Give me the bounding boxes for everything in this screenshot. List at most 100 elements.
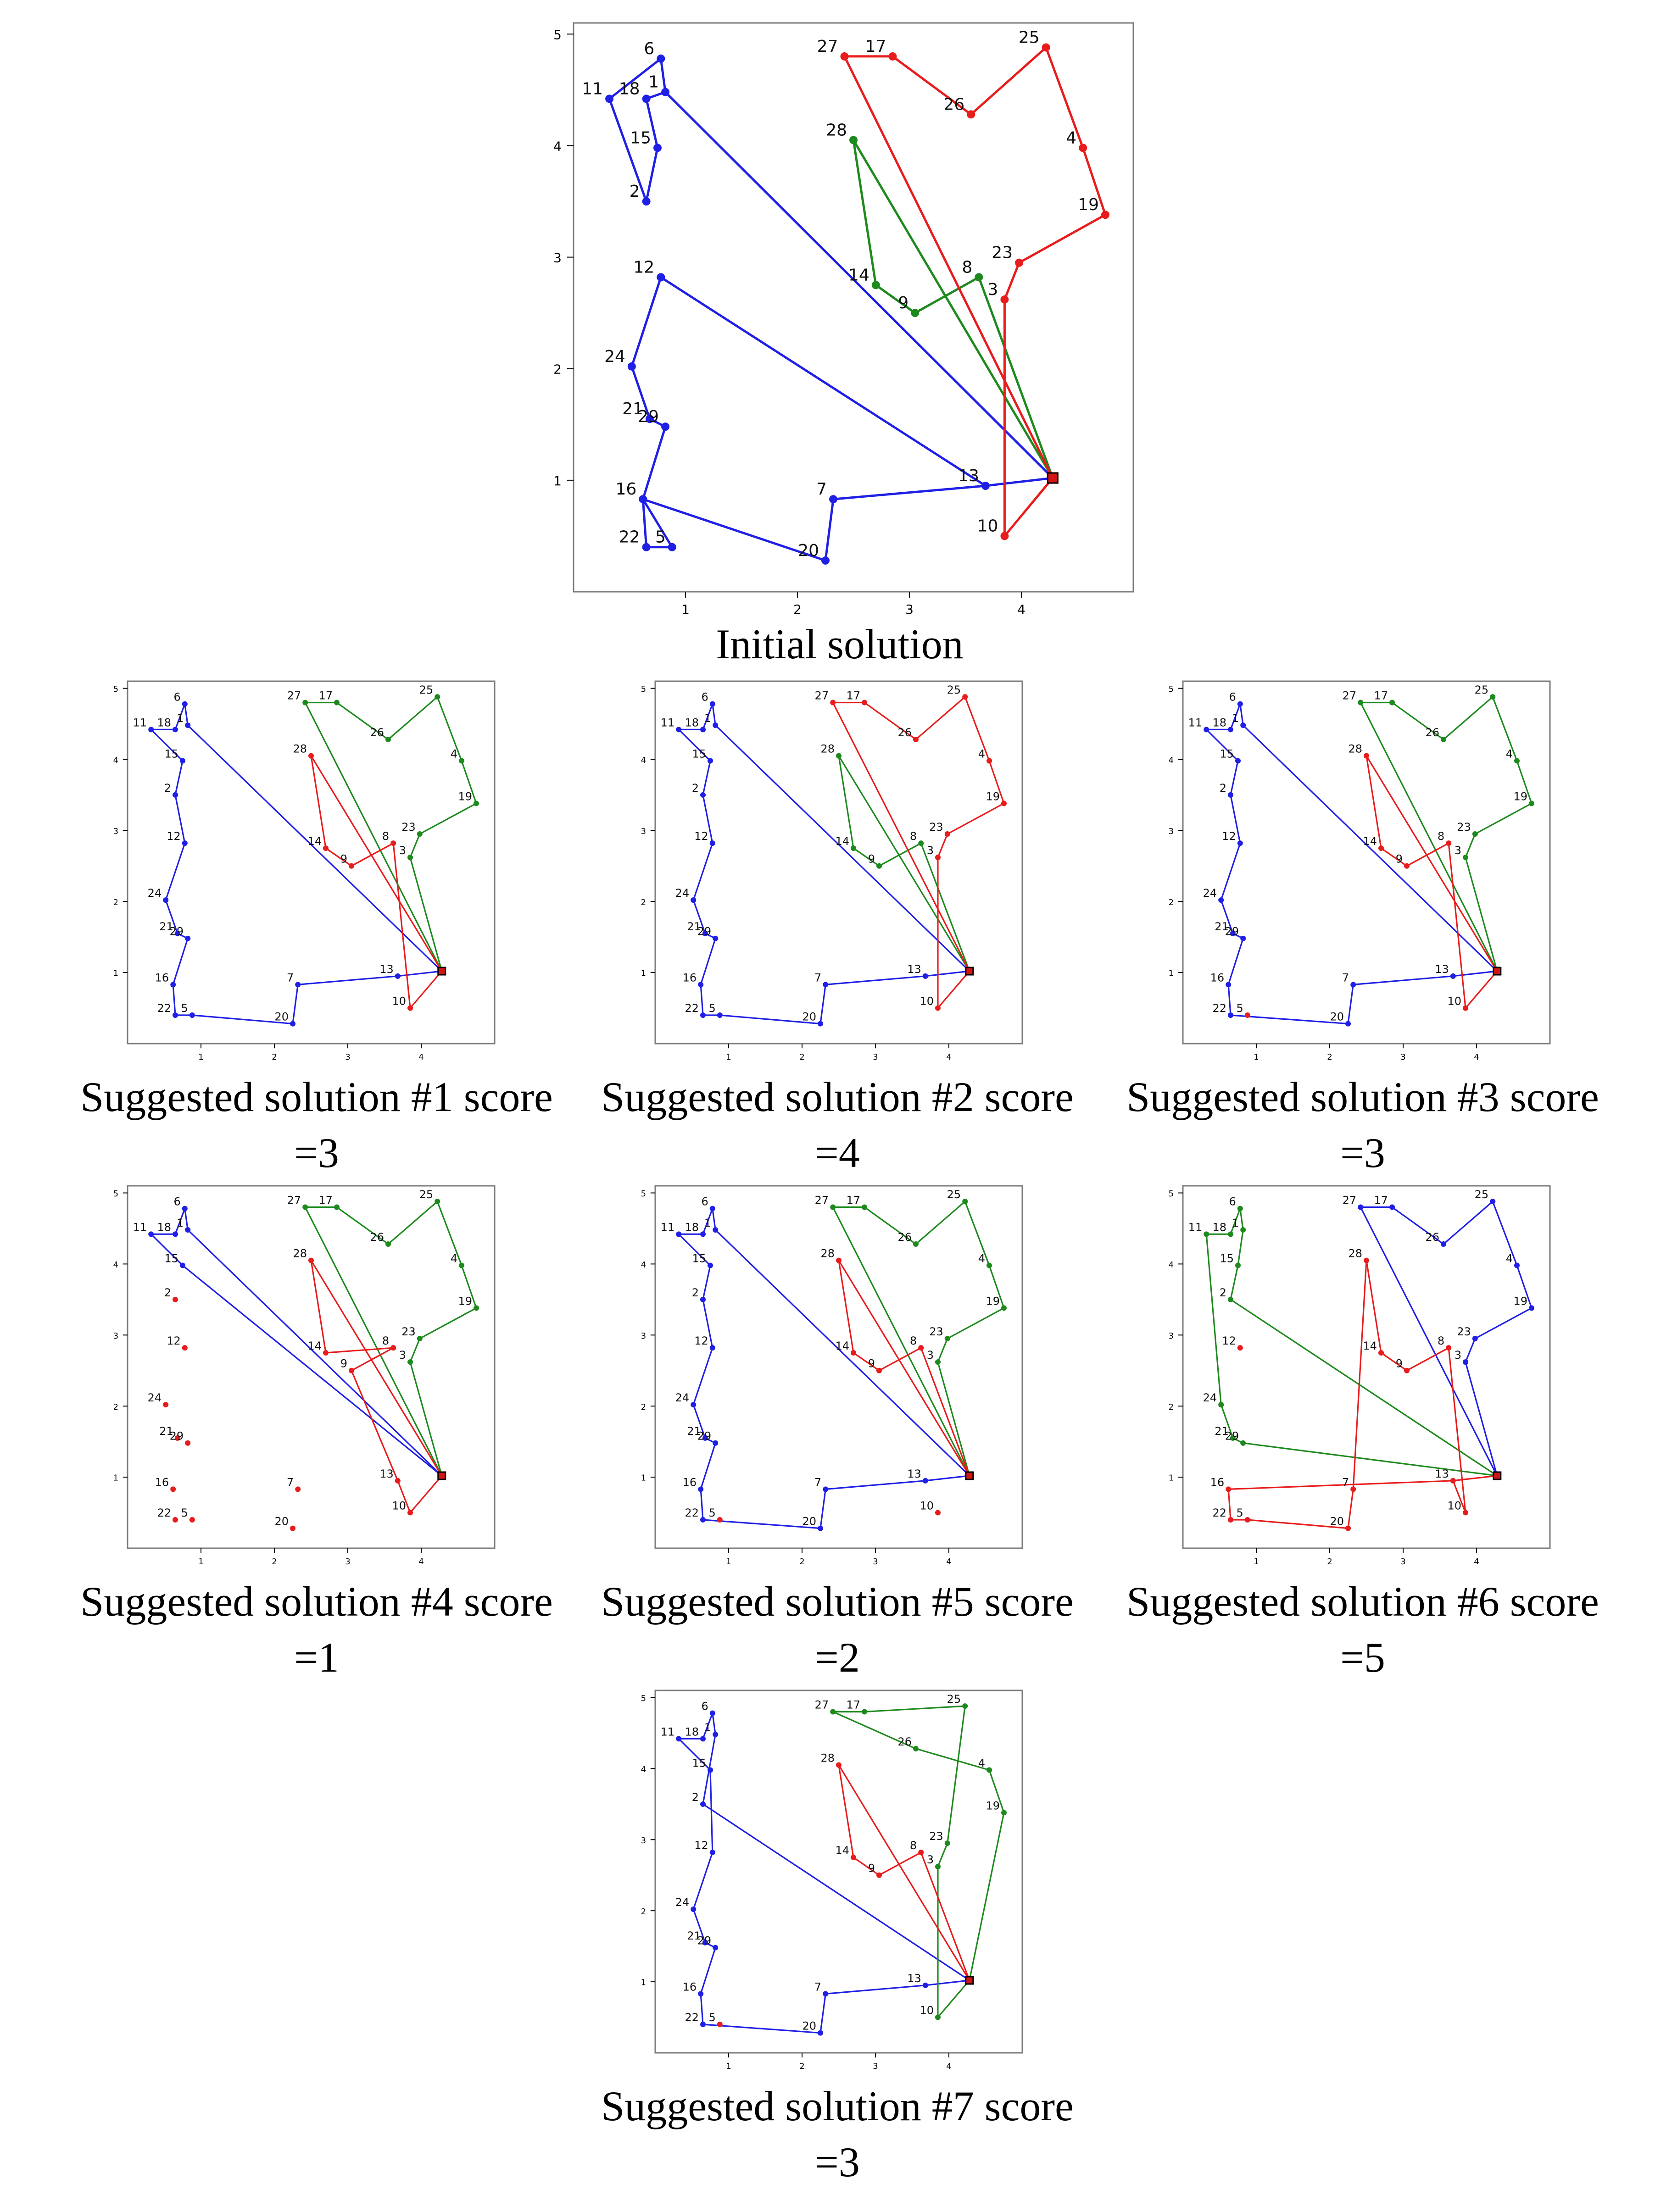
node-point xyxy=(385,1241,391,1247)
node-label: 8 xyxy=(1438,1334,1444,1347)
node-point xyxy=(700,1296,706,1302)
route-line-green xyxy=(832,1200,1005,1476)
node-point xyxy=(1364,1257,1369,1263)
depot-marker xyxy=(1047,472,1059,484)
y-tick-label: 1 xyxy=(1169,969,1174,978)
caption-line-2: =5 xyxy=(1340,1634,1385,1681)
node-point xyxy=(1350,982,1356,988)
node-label: 2 xyxy=(1220,1286,1226,1299)
node-point xyxy=(849,136,858,145)
node-label: 1 xyxy=(704,1721,711,1734)
node-point xyxy=(642,197,651,206)
y-tick-label: 1 xyxy=(641,1473,646,1483)
node-label: 13 xyxy=(907,963,921,976)
node-point xyxy=(334,1204,340,1210)
node-point xyxy=(818,1525,823,1531)
node-point xyxy=(1240,723,1246,728)
node-point xyxy=(700,2022,706,2028)
node-point xyxy=(1345,1525,1351,1531)
node-label: 24 xyxy=(675,1896,690,1909)
x-tick-label: 4 xyxy=(1474,1557,1479,1567)
x-tick-label: 2 xyxy=(793,602,802,617)
node-point xyxy=(922,1478,928,1484)
node-label: 18 xyxy=(685,716,699,729)
node-label: 17 xyxy=(1374,1194,1388,1206)
node-point xyxy=(1001,1810,1007,1816)
node-point xyxy=(935,1359,941,1365)
node-point xyxy=(170,1486,176,1492)
node-label: 4 xyxy=(978,1756,985,1769)
node-point xyxy=(1001,1305,1007,1311)
node-point xyxy=(185,1440,191,1446)
node-point xyxy=(676,1231,682,1237)
node-label: 10 xyxy=(920,995,934,1008)
node-point xyxy=(1000,295,1009,304)
node-label: 21 xyxy=(159,1425,173,1438)
node-label: 11 xyxy=(133,1221,147,1234)
node-label: 23 xyxy=(992,244,1013,262)
node-label: 21 xyxy=(1215,920,1229,933)
node-point xyxy=(173,727,178,733)
panel-solution-5: 1 2 3 4 1 2 3 4 5 1 2 3 4 5 6 7 8 9 10 11 12 13 14 15 16 17 18 19 20… xyxy=(633,1179,1037,1569)
node-point xyxy=(913,1746,919,1752)
y-tick-label: 4 xyxy=(113,756,118,765)
node-label: 19 xyxy=(986,1295,1000,1307)
node-label: 12 xyxy=(167,1334,181,1347)
node-point xyxy=(876,863,882,869)
node-point xyxy=(702,930,708,936)
node-point xyxy=(407,1005,413,1011)
panel-solution-4: 1 2 3 4 1 2 3 4 5 1 2 3 4 5 6 7 8 9 10 11 12 13 14 15 16 17 18 19 20… xyxy=(106,1179,509,1569)
node-point xyxy=(1441,1241,1446,1247)
node-point xyxy=(986,1767,992,1773)
node-point xyxy=(713,1440,719,1446)
node-point xyxy=(713,1227,719,1233)
plot-frame xyxy=(1182,680,1551,1045)
node-point xyxy=(700,1231,706,1237)
node-label: 3 xyxy=(399,1349,406,1362)
node-label: 2 xyxy=(692,782,699,795)
node-point xyxy=(823,1991,829,1997)
y-tick-label: 4 xyxy=(113,1260,118,1270)
node-label: 27 xyxy=(815,1698,829,1711)
node-label: 1 xyxy=(648,73,659,92)
node-point xyxy=(1389,1204,1395,1210)
node-point xyxy=(182,701,188,707)
node-point xyxy=(962,1703,968,1709)
node-label: 5 xyxy=(1237,1002,1243,1015)
node-label: 11 xyxy=(133,716,147,729)
y-tick-label: 1 xyxy=(113,1473,118,1483)
node-point xyxy=(962,1199,968,1205)
node-label: 28 xyxy=(820,743,835,756)
panel-solution-3: 1 2 3 4 1 2 3 4 5 1 2 3 4 5 6 7 8 9 10 11 12 13 14 15 16 17 18 19 20… xyxy=(1161,674,1565,1064)
node-point xyxy=(918,1850,924,1856)
node-label: 13 xyxy=(379,1467,394,1480)
x-tick-label: 2 xyxy=(799,2062,804,2071)
node-label: 12 xyxy=(167,830,181,843)
node-label: 22 xyxy=(685,1002,699,1015)
node-point xyxy=(459,1262,464,1268)
x-tick-label: 2 xyxy=(799,1052,804,1062)
node-label: 29 xyxy=(638,407,659,426)
node-label: 15 xyxy=(692,747,706,760)
node-point xyxy=(1218,897,1224,903)
node-label: 6 xyxy=(174,691,181,704)
y-tick-label: 5 xyxy=(641,684,646,694)
node-point xyxy=(913,1241,919,1247)
x-tick-label: 1 xyxy=(726,1052,731,1062)
node-label: 26 xyxy=(897,1231,912,1244)
node-point xyxy=(862,1204,867,1210)
node-label: 16 xyxy=(1210,1476,1225,1489)
node-label: 3 xyxy=(927,844,934,857)
node-label: 15 xyxy=(692,1252,706,1265)
y-tick-label: 5 xyxy=(641,1189,646,1199)
node-point xyxy=(713,1945,719,1951)
node-label: 9 xyxy=(898,294,908,312)
node-label: 1 xyxy=(177,1217,184,1229)
node-point xyxy=(189,1517,195,1523)
node-label: 24 xyxy=(1203,1391,1217,1404)
node-label: 27 xyxy=(815,1194,829,1206)
node-label: 23 xyxy=(929,821,943,834)
node-point xyxy=(182,840,188,846)
node-point xyxy=(385,737,391,743)
node-point xyxy=(851,1855,856,1861)
